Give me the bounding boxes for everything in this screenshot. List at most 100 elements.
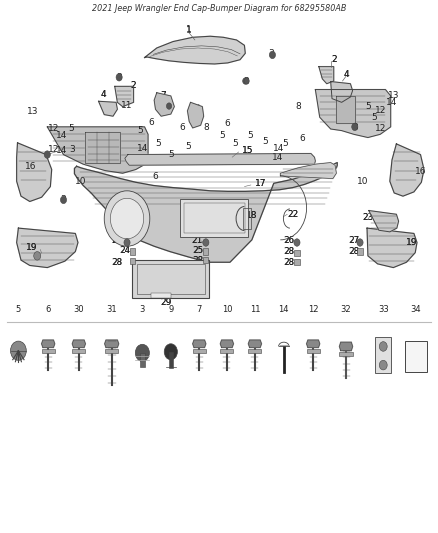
Text: 14: 14 [279, 305, 289, 313]
Text: 5: 5 [282, 140, 288, 148]
Text: 12: 12 [48, 145, 59, 154]
Text: 11: 11 [250, 305, 260, 313]
Text: 6: 6 [299, 134, 305, 143]
Text: 5: 5 [365, 102, 371, 111]
Text: 29: 29 [161, 298, 172, 307]
Text: 6: 6 [152, 173, 159, 181]
Polygon shape [74, 163, 337, 262]
Text: 10: 10 [222, 305, 232, 313]
Polygon shape [99, 101, 117, 116]
Text: 9: 9 [194, 104, 200, 113]
Text: 20: 20 [112, 237, 123, 245]
Text: 6: 6 [148, 118, 154, 127]
Text: 12: 12 [375, 125, 387, 133]
Text: 3: 3 [268, 49, 275, 58]
Text: 18: 18 [246, 212, 258, 220]
Text: 19: 19 [406, 238, 417, 247]
Polygon shape [220, 340, 233, 348]
Bar [405, 341, 427, 372]
Circle shape [269, 51, 276, 59]
Polygon shape [336, 96, 355, 123]
Text: 28: 28 [193, 256, 203, 264]
Text: 7: 7 [197, 305, 202, 313]
Text: 3: 3 [69, 145, 75, 154]
Text: 1: 1 [185, 26, 191, 35]
Text: 5: 5 [68, 125, 74, 133]
Text: 4: 4 [101, 91, 106, 99]
Text: 3: 3 [140, 305, 145, 313]
Text: 33: 33 [378, 305, 389, 313]
Text: 28: 28 [112, 258, 123, 266]
Text: 14: 14 [386, 98, 398, 107]
Bar [42, 349, 55, 353]
Circle shape [244, 78, 249, 84]
Circle shape [34, 252, 41, 260]
Circle shape [60, 196, 67, 204]
Circle shape [243, 78, 248, 84]
Text: 13: 13 [389, 92, 400, 100]
Text: 4: 4 [343, 70, 349, 79]
Text: 2: 2 [331, 55, 336, 64]
Circle shape [203, 239, 209, 246]
Text: 24: 24 [120, 246, 130, 255]
Circle shape [11, 341, 26, 360]
Circle shape [294, 239, 300, 246]
Bar [130, 248, 135, 255]
Text: 28: 28 [192, 256, 204, 264]
Text: 3: 3 [352, 124, 358, 132]
Text: 10: 10 [357, 177, 368, 185]
Bar [220, 349, 233, 353]
Polygon shape [115, 86, 134, 107]
Text: 12: 12 [48, 125, 59, 133]
Polygon shape [145, 36, 245, 64]
Polygon shape [17, 143, 52, 201]
Bar [180, 199, 248, 237]
Polygon shape [193, 340, 206, 348]
Polygon shape [154, 93, 174, 116]
Polygon shape [105, 340, 119, 348]
Circle shape [110, 198, 144, 239]
Text: 16: 16 [415, 167, 426, 176]
Circle shape [164, 344, 177, 360]
Text: 22: 22 [287, 210, 298, 219]
Bar [243, 208, 251, 229]
Polygon shape [315, 90, 391, 138]
Text: 19: 19 [26, 244, 37, 252]
Text: 19: 19 [406, 238, 417, 247]
Bar [132, 260, 209, 298]
Text: 19: 19 [26, 244, 37, 252]
Bar [72, 349, 85, 353]
Text: 9: 9 [168, 305, 173, 313]
Text: 2: 2 [131, 81, 136, 90]
Text: 28: 28 [284, 258, 294, 266]
Text: 16: 16 [25, 162, 36, 171]
Text: 17: 17 [255, 180, 266, 188]
Bar [203, 257, 208, 263]
Text: 8: 8 [295, 102, 301, 111]
Text: 12: 12 [308, 305, 318, 313]
Text: 5: 5 [371, 113, 378, 122]
Text: 5: 5 [262, 137, 268, 146]
Text: 9: 9 [194, 104, 200, 113]
Text: 5: 5 [185, 142, 191, 151]
Bar [294, 259, 300, 265]
Text: 31: 31 [106, 305, 117, 313]
Polygon shape [248, 340, 261, 348]
Text: 28: 28 [348, 247, 360, 256]
Text: 1: 1 [185, 25, 191, 34]
Circle shape [104, 191, 150, 246]
Text: 6: 6 [46, 305, 51, 313]
Bar [184, 203, 245, 233]
Text: 14: 14 [56, 146, 67, 155]
Polygon shape [390, 144, 424, 196]
Circle shape [124, 239, 130, 246]
Text: 23: 23 [362, 213, 374, 222]
Text: 18: 18 [246, 212, 258, 220]
Text: 5: 5 [137, 126, 143, 135]
Text: 14: 14 [137, 144, 148, 152]
Text: 21: 21 [191, 237, 203, 245]
Text: 25: 25 [192, 246, 204, 255]
Bar [137, 264, 205, 294]
Text: 26: 26 [283, 237, 295, 245]
Text: 4: 4 [343, 70, 349, 79]
